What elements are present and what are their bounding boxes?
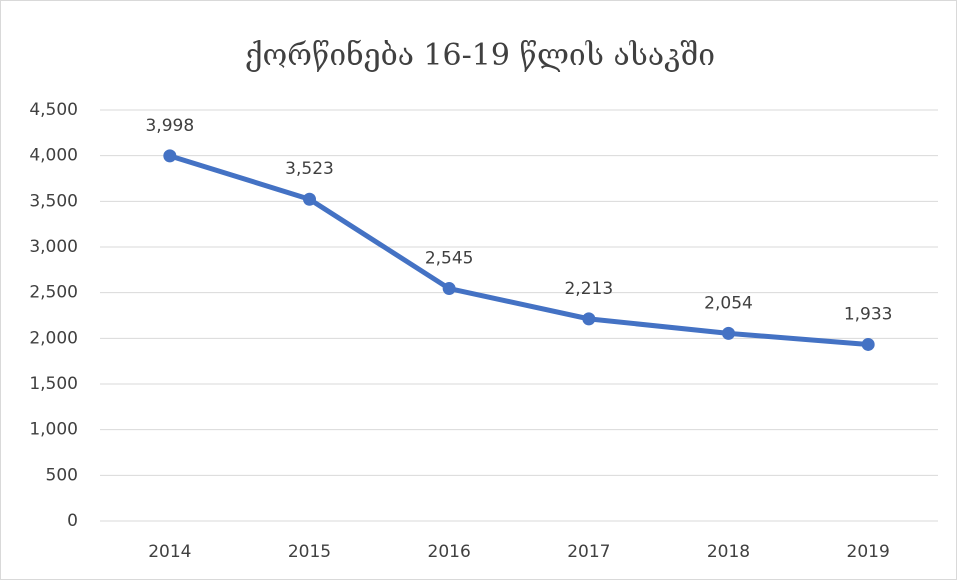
marker [163,149,177,163]
data-label: 2,213 [564,279,613,299]
y-tick-label: 1,000 [29,420,78,440]
y-tick-label: 2,000 [29,328,78,348]
x-tick-label: 2018 [707,542,750,562]
data-label: 3,998 [145,116,194,136]
x-tick-label: 2015 [288,542,331,562]
marker [442,282,456,296]
y-tick-label: 500 [46,465,78,485]
y-tick-label: 4,500 [29,100,78,120]
x-tick-label: 2014 [148,542,191,562]
data-label: 1,933 [844,304,893,324]
y-tick-label: 1,500 [29,374,78,394]
x-tick-label: 2017 [567,542,610,562]
marker [861,337,875,351]
chart-title: ქორწინება 16-19 წლის ასაკში [245,38,715,73]
x-tick-label: 2016 [428,542,471,562]
line [167,153,871,347]
marker [303,192,316,206]
y-tick-label: 4,000 [29,146,78,166]
data-label: 3,523 [285,159,334,179]
marker [582,312,596,326]
y-tick-label: 2,500 [29,283,78,303]
y-tick-label: 0 [67,511,78,531]
y-tick-label: 3,500 [29,191,78,211]
marker [722,326,735,340]
x-tick-label: 2019 [847,542,890,562]
data-label: 2,545 [425,249,474,269]
data-label: 2,054 [704,293,753,313]
y-tick-label: 3,000 [29,237,78,257]
